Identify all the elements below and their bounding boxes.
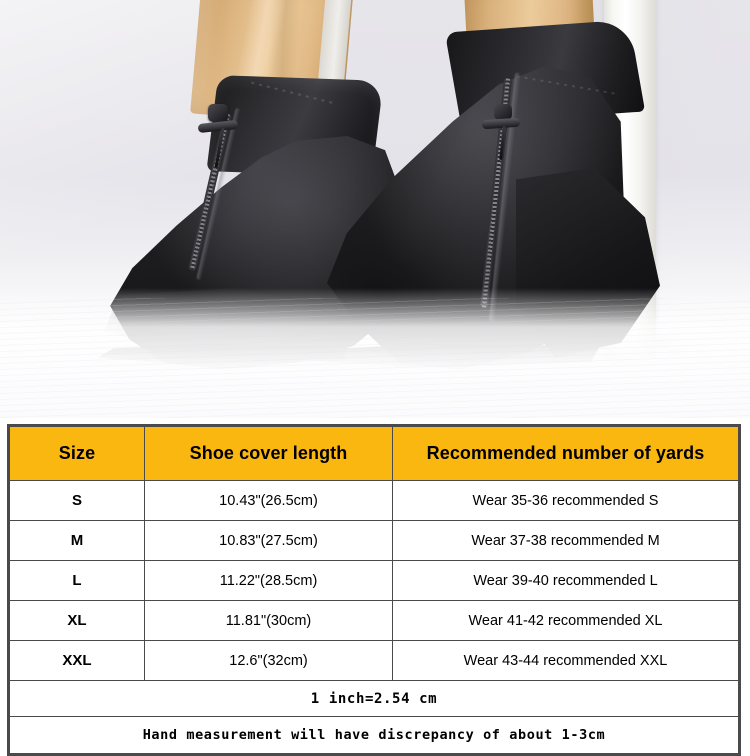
table-row: XXL 12.6"(32cm) Wear 43-44 recommended X…: [9, 640, 739, 681]
size-chart-footer: 1 inch=2.54 cm Hand measurement will hav…: [9, 680, 739, 754]
studio-floor: [0, 288, 750, 418]
product-photo: [0, 0, 750, 418]
footnote-measurement-discrepancy: Hand measurement will have discrepancy o…: [9, 716, 739, 754]
cell-recommendation-xl: Wear 41-42 recommended XL: [392, 600, 739, 641]
table-row: S 10.43"(26.5cm) Wear 35-36 recommended …: [9, 480, 739, 521]
cell-size-s: S: [9, 480, 145, 521]
cell-size-xl: XL: [9, 600, 145, 641]
footnote-inch-conversion: 1 inch=2.54 cm: [9, 680, 739, 717]
size-chart-header: Size Shoe cover length Recommended numbe…: [9, 426, 739, 481]
table-row: XL 11.81"(30cm) Wear 41-42 recommended X…: [9, 600, 739, 641]
zipper-pull-front: [481, 104, 526, 161]
header-size: Size: [9, 426, 145, 481]
studio-floor-texture: [0, 298, 750, 418]
cell-length-s: 10.43"(26.5cm): [144, 480, 393, 521]
cell-length-xl: 11.81"(30cm): [144, 600, 393, 641]
zipper-bar-back: [197, 119, 239, 134]
zipper-pull-back: [197, 104, 242, 168]
size-chart-table: Size Shoe cover length Recommended numbe…: [9, 426, 739, 754]
zipper-clip-front: [494, 104, 512, 120]
size-chart-container: Size Shoe cover length Recommended numbe…: [7, 424, 741, 756]
zipper-clip-back: [208, 104, 228, 122]
table-row: M 10.83"(27.5cm) Wear 37-38 recommended …: [9, 520, 739, 561]
cell-recommendation-l: Wear 39-40 recommended L: [392, 560, 739, 601]
table-row: L 11.22"(28.5cm) Wear 39-40 recommended …: [9, 560, 739, 601]
cell-recommendation-xxl: Wear 43-44 recommended XXL: [392, 640, 739, 681]
header-recommended-yards: Recommended number of yards: [392, 426, 739, 481]
cell-size-l: L: [9, 560, 145, 601]
header-row: Size Shoe cover length Recommended numbe…: [9, 426, 739, 481]
cell-recommendation-s: Wear 35-36 recommended S: [392, 480, 739, 521]
size-chart-body: S 10.43"(26.5cm) Wear 35-36 recommended …: [9, 480, 739, 681]
footnote-row-discrepancy: Hand measurement will have discrepancy o…: [9, 716, 739, 754]
cell-length-m: 10.83"(27.5cm): [144, 520, 393, 561]
cell-recommendation-m: Wear 37-38 recommended M: [392, 520, 739, 561]
cell-length-xxl: 12.6"(32cm): [144, 640, 393, 681]
cell-length-l: 11.22"(28.5cm): [144, 560, 393, 601]
footnote-row-conversion: 1 inch=2.54 cm: [9, 680, 739, 717]
cell-size-xxl: XXL: [9, 640, 145, 681]
header-shoe-cover-length: Shoe cover length: [144, 426, 393, 481]
cell-size-m: M: [9, 520, 145, 561]
zipper-bar-front: [481, 117, 521, 130]
